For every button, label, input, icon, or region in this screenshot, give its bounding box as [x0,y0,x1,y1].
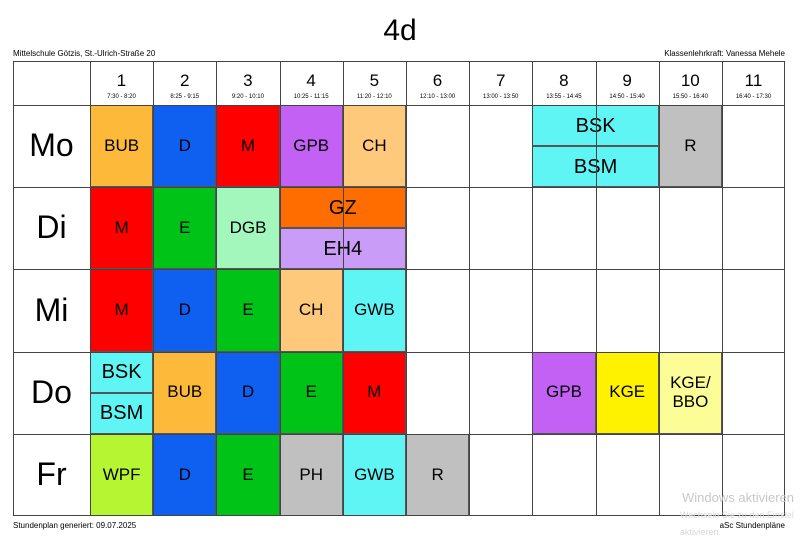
grid-line [532,61,534,516]
period-time: 14:50 - 15:40 [609,94,645,100]
lesson-block: D [153,105,217,188]
period-number: 2 [179,71,190,90]
timetable-title: 4d [383,14,417,47]
grid-line [13,61,14,516]
grid-line [469,61,471,516]
grid-line [13,105,785,106]
day-label: Fr [36,455,67,492]
grid-line [13,187,785,189]
lesson-block: BSK [90,351,154,393]
period-time: 13:55 - 14:45 [546,94,582,100]
period-number: 11 [744,71,763,90]
lesson-block: E [216,269,280,352]
lesson-block: D [216,351,280,434]
period-number: 9 [622,71,632,90]
grid-line [784,61,785,516]
lesson-block: GWB [342,433,406,516]
lesson-block: BUB [90,105,154,188]
grid-line [595,61,597,516]
lesson-block: BSM [90,392,154,434]
lesson-block: R [406,433,470,516]
day-label: Di [36,209,67,246]
grid-line [279,61,281,516]
period-time: 8:25 - 9:15 [170,94,200,100]
period-number: 7 [495,71,506,90]
grid-line [13,433,785,435]
windows-activation-watermark: Windows aktivieren [682,490,794,505]
lesson-block: E [279,351,343,434]
grid-line [342,61,344,516]
class-teacher: Klassenlehrkraft: Vanessa Mehele [664,49,785,58]
grid-line [13,515,785,516]
lesson-block: R [658,105,722,188]
lesson-block: CH [279,269,343,352]
period-number: 5 [369,71,380,90]
period-time: 10:25 - 11:15 [293,94,329,100]
period-time: 7:30 - 8:20 [107,94,136,100]
windows-activation-hint: Wechseln Sie zu den Einstel [680,510,794,520]
grid-line [13,351,785,353]
grid-line [216,61,218,516]
lesson-block: PH [279,433,343,516]
lesson-block: DGB [216,187,280,270]
lesson-block: M [90,269,154,352]
windows-activation-hint-2: aktivieren. [680,527,722,537]
lesson-block: BUB [153,351,217,434]
lesson-block: D [153,269,217,352]
lesson-block: KGE/ BBO [658,351,722,434]
lesson-block: WPF [90,433,154,516]
lesson-block: EH4 [279,228,406,270]
period-number: 3 [243,71,253,90]
lesson-block: M [90,187,154,270]
grid-line [13,61,785,62]
lesson-block: CH [342,105,406,188]
lesson-block: GPB [532,351,596,434]
lesson-block: D [153,433,217,516]
grid-line [722,61,723,516]
grid-line [153,61,155,516]
timetable-grid: BUB D M GPB CH BSK BSM R M E DGB GZ EH4 M D E CH GWB BSK BS… [13,61,785,516]
period-time: 16:40 - 17:30 [735,94,772,100]
period-number: 8 [559,71,569,90]
period-number: 1 [116,71,127,90]
lesson-block: BSK [532,105,659,147]
period-time: 11:20 - 12:10 [356,94,392,100]
period-number: 10 [680,71,700,90]
period-time: 9:20 - 10:10 [231,94,264,100]
lesson-block: GWB [342,269,406,352]
grid-line [406,61,407,516]
grid-line [13,269,785,271]
grid-line [658,61,660,516]
generated-date: Stundenplan generiert: 09.07.2025 [13,521,137,530]
period-time: 13:00 - 13:50 [483,94,519,100]
software-credit: aSc Stundenpläne [719,521,785,530]
lesson-block: E [153,187,217,270]
lesson-block: M [342,351,406,434]
period-number: 6 [432,71,443,90]
period-number: 4 [306,71,316,90]
period-time: 15:50 - 16:40 [672,94,708,100]
lesson-block: KGE [595,351,659,434]
day-label: Do [31,373,72,410]
lesson-block: E [216,433,280,516]
lesson-block: GPB [279,105,343,188]
school-address: Mittelschule Götzis, St.-Ulrich-Straße 2… [13,49,156,58]
lesson-block: GZ [279,187,406,229]
period-time: 12:10 - 13:00 [419,94,456,100]
day-label: Mo [29,127,74,164]
grid-line [90,61,91,516]
lesson-block: M [216,105,280,188]
day-label: Mi [34,291,69,328]
